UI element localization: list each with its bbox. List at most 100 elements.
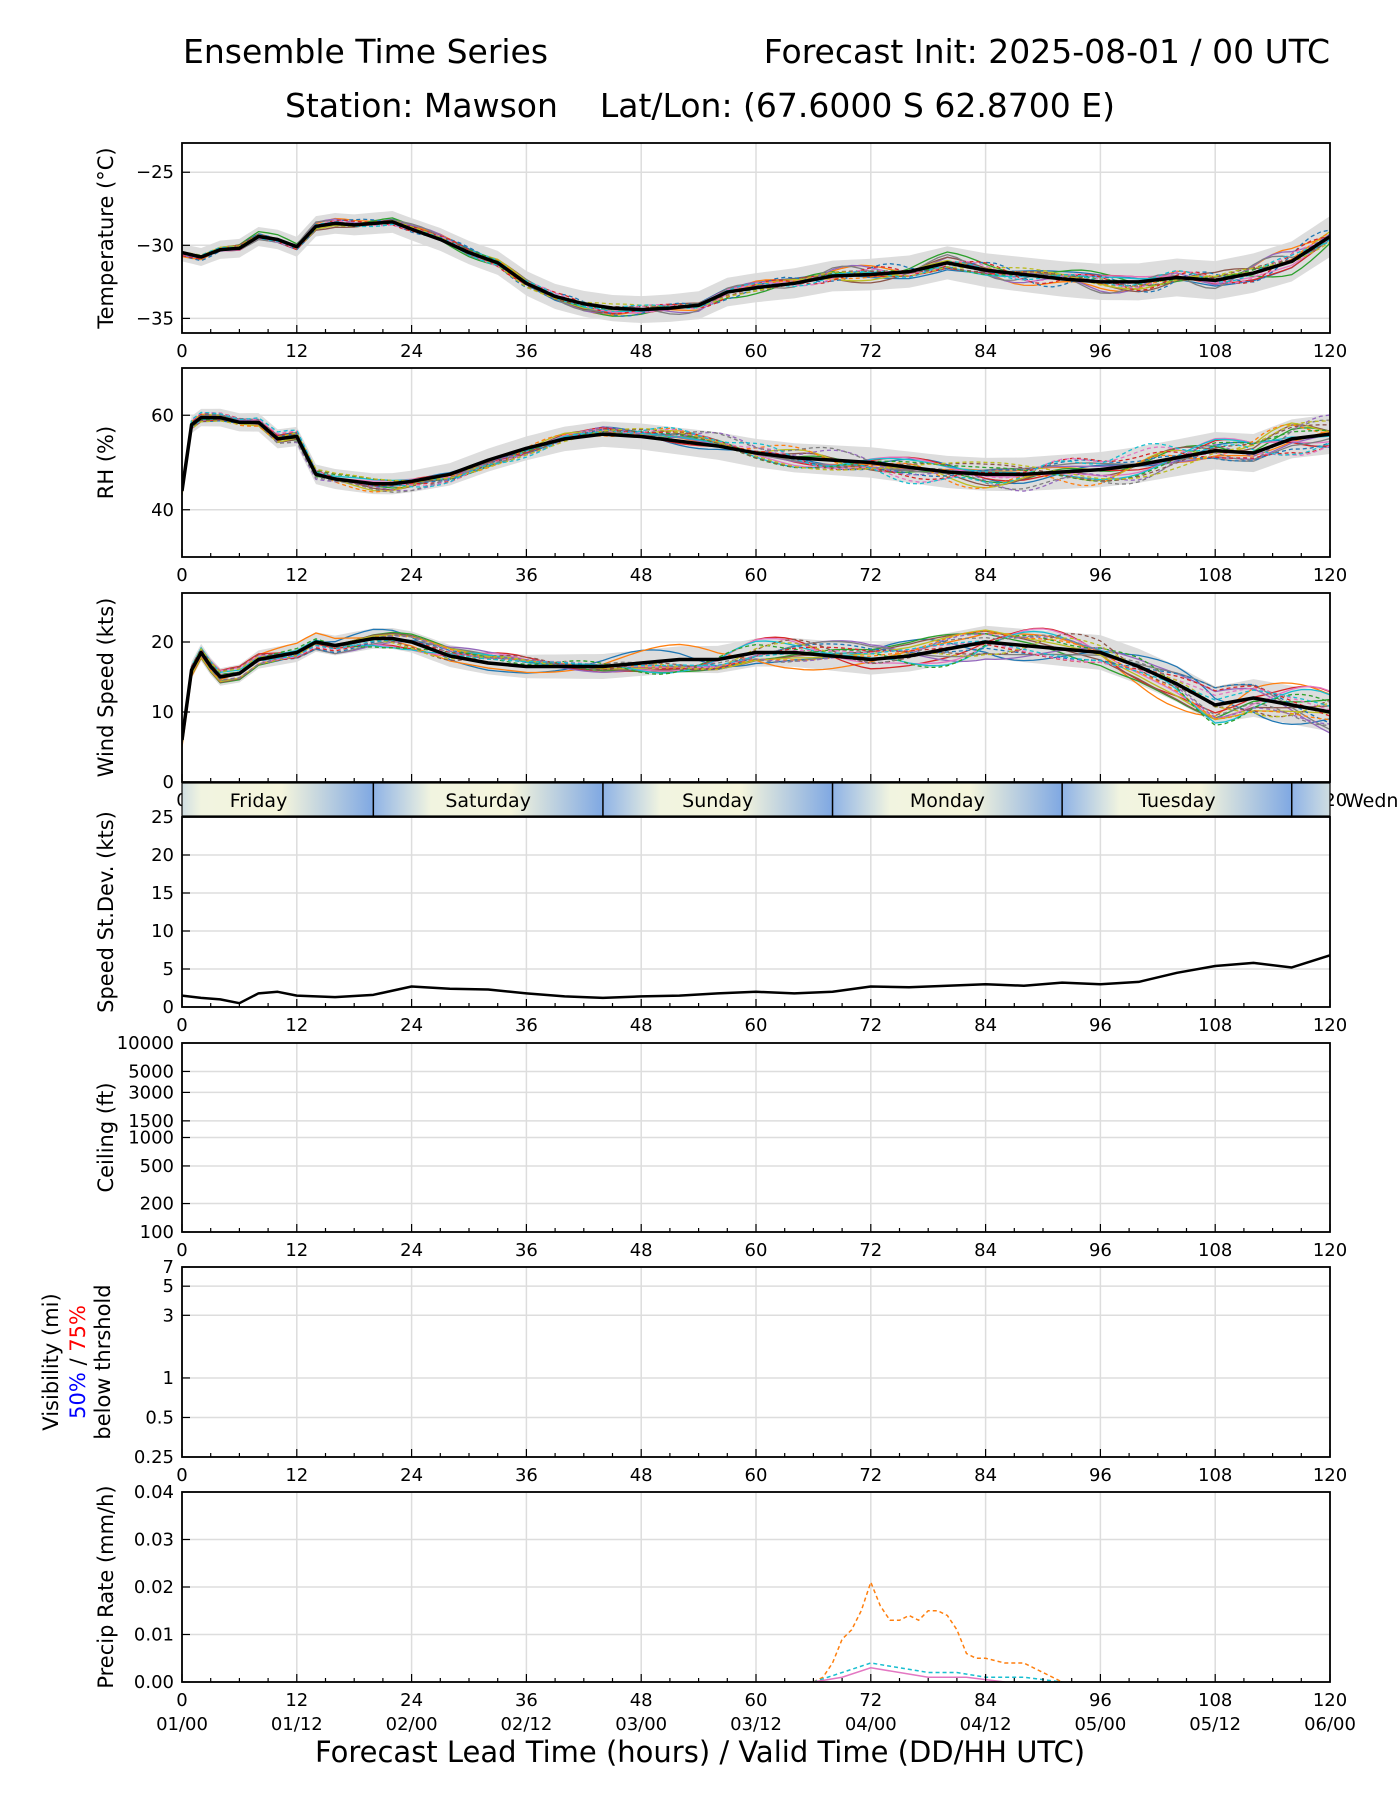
x-tick-label: 0 <box>176 1240 187 1261</box>
ensemble-spread <box>182 211 1330 324</box>
x-tick-label: 120 <box>1313 341 1347 362</box>
x-tick-label: 96 <box>1089 1690 1112 1711</box>
ensemble-member-line <box>182 629 1330 745</box>
vis-50-label: 50% <box>66 1372 90 1419</box>
x-tick-label: 0 <box>176 1015 187 1036</box>
y-axis-label: Wind Speed (kts) <box>94 598 118 778</box>
plot-area <box>182 625 1330 749</box>
forecast-init: Forecast Init: 2025-08-01 / 00 UTC <box>763 32 1330 71</box>
y-tick-label: −35 <box>136 308 174 329</box>
ensemble-member-line <box>182 412 1330 490</box>
y-tick-label: 15 <box>151 883 174 904</box>
x-tick-label-datetime: 02/12 <box>500 1714 552 1735</box>
x-tick-label-datetime: 05/00 <box>1074 1714 1126 1735</box>
ensemble-mean-line <box>182 220 1330 312</box>
y-tick-label: 0 <box>163 997 174 1018</box>
x-tick-label: 84 <box>974 1240 997 1261</box>
ensemble-member-line <box>182 419 1330 495</box>
y-tick-label: 100 <box>140 1222 174 1243</box>
station-name: Station: Mawson <box>284 86 558 125</box>
y-tick-label: 10000 <box>117 1033 174 1054</box>
x-tick-label: 24 <box>400 1240 423 1261</box>
x-tick-label: 24 <box>400 1015 423 1036</box>
day-segment <box>1062 783 1292 816</box>
x-tick-label: 60 <box>745 565 768 586</box>
x-tick-label-datetime: 04/12 <box>960 1714 1012 1735</box>
band-frame <box>181 782 1331 817</box>
x-tick-label: 120 <box>1313 565 1347 586</box>
panel-6: 0 12 24 36 48 60 72 84 96 108 120 0.25 0.5 1 3 57 Visibi… <box>39 1257 1347 1486</box>
panel-7: 0 01/00 12 01/12 24 02/00 36 02/12 48 03/00 60 03/1… <box>94 1482 1356 1735</box>
x-tick-label: 120 <box>1313 1015 1347 1036</box>
y-tick-label: 60 <box>151 405 174 426</box>
x-tick-label: 0 <box>176 1690 187 1711</box>
ensemble-member-line <box>182 639 1330 738</box>
y-axis-label: Precip Rate (mm/h) <box>94 1485 118 1688</box>
y-tick-label: 3 <box>163 1305 174 1326</box>
y-tick-label: 1 <box>163 1368 174 1389</box>
x-tick-label: 120 <box>1313 1690 1347 1711</box>
y-tick-label: 1500 <box>128 1111 174 1132</box>
panel-2: 0 12 24 36 48 60 72 84 96 108 120 40 60 RH (%) <box>94 367 1347 586</box>
plot-area <box>182 211 1330 324</box>
x-tick-label: 72 <box>859 565 882 586</box>
x-axis-label: Forecast Lead Time (hours) / Valid Time … <box>314 1735 1086 1769</box>
precip-member-line <box>813 1580 1063 1682</box>
x-tick-label-datetime: 03/00 <box>615 1714 667 1735</box>
plot-area <box>182 954 1330 1005</box>
ensemble-member-line <box>182 417 1330 495</box>
precip-member-line <box>813 1666 1005 1682</box>
y-tick-label: 10 <box>151 921 174 942</box>
y-tick-label: −25 <box>136 162 174 183</box>
y-tick-label: 7 <box>163 1257 174 1278</box>
x-tick-label: 96 <box>1089 565 1112 586</box>
x-tick-label: 108 <box>1198 1690 1232 1711</box>
x-tick-label: 60 <box>745 1240 768 1261</box>
panel-1: 0 12 24 36 48 60 72 84 96 108 120 −25 −30 −35 Temperat… <box>94 142 1347 362</box>
x-tick-label: 36 <box>515 341 538 362</box>
x-tick-label: 108 <box>1198 341 1232 362</box>
ensemble-member-line <box>182 414 1330 493</box>
x-tick-label: 24 <box>400 341 423 362</box>
day-segment <box>602 783 833 816</box>
x-tick-label: 36 <box>515 1240 538 1261</box>
ensemble-member-line <box>182 217 1330 317</box>
y-tick-label: 0.02 <box>134 1577 174 1598</box>
y-tick-label: 0.25 <box>134 1447 174 1468</box>
y-tick-label: 40 <box>151 500 174 521</box>
x-tick-label: 48 <box>630 1690 653 1711</box>
day-segment <box>832 783 1063 816</box>
y-tick-label: 500 <box>140 1156 174 1177</box>
day-label: Tuesday <box>1137 790 1215 812</box>
x-tick-label-datetime: 05/12 <box>1189 1714 1241 1735</box>
x-tick-label-datetime: 01/00 <box>156 1714 208 1735</box>
y-tick-label: 0.01 <box>134 1625 174 1646</box>
plot-area <box>813 1580 1063 1682</box>
y-axis-label-threshold-note: below thrshold <box>91 1284 115 1439</box>
x-tick-label: 0 <box>176 1465 187 1486</box>
x-tick-label: 48 <box>630 1465 653 1486</box>
band-segments <box>182 783 1330 816</box>
x-tick-label: 60 <box>745 1015 768 1036</box>
day-label: Saturday <box>445 790 531 812</box>
chart-title: Ensemble Time Series <box>183 32 549 71</box>
y-axis-label: Ceiling (ft) <box>94 1082 118 1192</box>
y-tick-label: 0.03 <box>134 1530 174 1551</box>
ensemble-member-line <box>182 634 1330 737</box>
x-tick-label: 48 <box>630 565 653 586</box>
x-tick-label: 48 <box>630 1240 653 1261</box>
y-tick-label: 5 <box>163 959 174 980</box>
x-tick-label: 108 <box>1198 565 1232 586</box>
day-segment <box>373 783 603 816</box>
x-tick-label: 72 <box>859 1465 882 1486</box>
ensemble-member-line <box>182 638 1330 737</box>
ensemble-member-line <box>182 639 1330 737</box>
x-tick-label: 12 <box>285 1465 308 1486</box>
y-tick-label: 200 <box>140 1194 174 1215</box>
y-tick-label: 0.04 <box>134 1482 174 1503</box>
x-tick-label: 120 <box>1313 1240 1347 1261</box>
x-tick-label: 48 <box>630 341 653 362</box>
station-line: Station: Mawson Lat/Lon: (67.6000 S 62.8… <box>0 86 1400 125</box>
x-tick-label: 108 <box>1198 1465 1232 1486</box>
